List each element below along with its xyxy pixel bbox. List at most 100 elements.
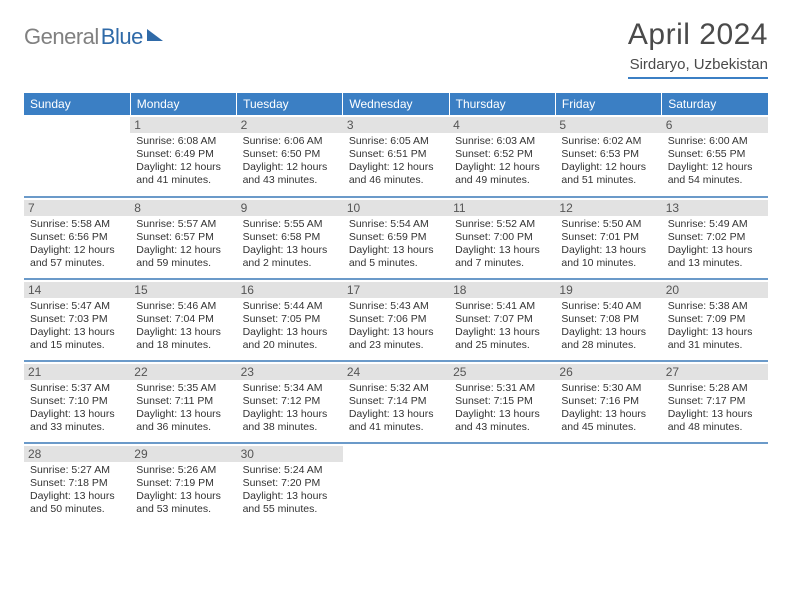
- calendar-day-cell: [662, 443, 768, 525]
- daylight-text: Daylight: 13 hours and 7 minutes.: [455, 244, 551, 270]
- day-number: 12: [555, 200, 661, 216]
- daylight-text: Daylight: 12 hours and 54 minutes.: [668, 161, 764, 187]
- sunset-text: Sunset: 6:57 PM: [136, 231, 232, 244]
- calendar-day-cell: 13Sunrise: 5:49 AMSunset: 7:02 PMDayligh…: [662, 197, 768, 279]
- day-info: Sunrise: 5:38 AMSunset: 7:09 PMDaylight:…: [668, 300, 764, 353]
- day-info: Sunrise: 6:00 AMSunset: 6:55 PMDaylight:…: [668, 135, 764, 188]
- day-number: 26: [555, 364, 661, 380]
- sunrise-text: Sunrise: 6:00 AM: [668, 135, 764, 148]
- sunrise-text: Sunrise: 5:55 AM: [243, 218, 339, 231]
- calendar-day-cell: 12Sunrise: 5:50 AMSunset: 7:01 PMDayligh…: [555, 197, 661, 279]
- daylight-text: Daylight: 13 hours and 33 minutes.: [30, 408, 126, 434]
- sunrise-text: Sunrise: 5:43 AM: [349, 300, 445, 313]
- calendar-day-cell: 5Sunrise: 6:02 AMSunset: 6:53 PMDaylight…: [555, 115, 661, 197]
- day-number: 30: [237, 446, 343, 462]
- sunset-text: Sunset: 7:07 PM: [455, 313, 551, 326]
- daylight-text: Daylight: 13 hours and 5 minutes.: [349, 244, 445, 270]
- day-number: 14: [24, 282, 130, 298]
- calendar-week-row: 28Sunrise: 5:27 AMSunset: 7:18 PMDayligh…: [24, 443, 768, 525]
- calendar-day-cell: 2Sunrise: 6:06 AMSunset: 6:50 PMDaylight…: [237, 115, 343, 197]
- daylight-text: Daylight: 13 hours and 36 minutes.: [136, 408, 232, 434]
- calendar-day-cell: 6 Sunrise: 6:00 AMSunset: 6:55 PMDaylight…: [662, 115, 768, 197]
- daylight-text: Daylight: 13 hours and 18 minutes.: [136, 326, 232, 352]
- calendar-day-cell: 29Sunrise: 5:26 AMSunset: 7:19 PMDayligh…: [130, 443, 236, 525]
- sunset-text: Sunset: 6:52 PM: [455, 148, 551, 161]
- sunset-text: Sunset: 6:59 PM: [349, 231, 445, 244]
- calendar-day-cell: 9Sunrise: 5:55 AMSunset: 6:58 PMDaylight…: [237, 197, 343, 279]
- sunrise-text: Sunrise: 5:47 AM: [30, 300, 126, 313]
- calendar-day-cell: 7Sunrise: 5:58 AMSunset: 6:56 PMDaylight…: [24, 197, 130, 279]
- calendar-week-row: 1Sunrise: 6:08 AMSunset: 6:49 PMDaylight…: [24, 115, 768, 197]
- calendar-week-row: 7Sunrise: 5:58 AMSunset: 6:56 PMDaylight…: [24, 197, 768, 279]
- weekday-header: Thursday: [449, 93, 555, 115]
- day-info: Sunrise: 5:27 AMSunset: 7:18 PMDaylight:…: [30, 464, 126, 517]
- daylight-text: Daylight: 13 hours and 45 minutes.: [561, 408, 657, 434]
- calendar-head: Sunday Monday Tuesday Wednesday Thursday…: [24, 93, 768, 115]
- day-number: 1: [130, 117, 236, 133]
- day-info: Sunrise: 5:49 AMSunset: 7:02 PMDaylight:…: [668, 218, 764, 271]
- sunset-text: Sunset: 7:18 PM: [30, 477, 126, 490]
- day-number: 10: [343, 200, 449, 216]
- daylight-text: Daylight: 12 hours and 43 minutes.: [243, 161, 339, 187]
- day-info: Sunrise: 5:24 AMSunset: 7:20 PMDaylight:…: [243, 464, 339, 517]
- sunset-text: Sunset: 7:15 PM: [455, 395, 551, 408]
- day-info: Sunrise: 5:31 AMSunset: 7:15 PMDaylight:…: [455, 382, 551, 435]
- sunrise-text: Sunrise: 5:46 AM: [136, 300, 232, 313]
- daylight-text: Daylight: 12 hours and 49 minutes.: [455, 161, 551, 187]
- sunrise-text: Sunrise: 5:37 AM: [30, 382, 126, 395]
- calendar-day-cell: 28Sunrise: 5:27 AMSunset: 7:18 PMDayligh…: [24, 443, 130, 525]
- calendar-day-cell: 3Sunrise: 6:05 AMSunset: 6:51 PMDaylight…: [343, 115, 449, 197]
- day-number: 7: [24, 200, 130, 216]
- logo: General Blue: [24, 18, 163, 50]
- triangle-icon: [147, 29, 163, 41]
- sunrise-text: Sunrise: 5:50 AM: [561, 218, 657, 231]
- day-info: Sunrise: 6:08 AMSunset: 6:49 PMDaylight:…: [136, 135, 232, 188]
- daylight-text: Daylight: 13 hours and 15 minutes.: [30, 326, 126, 352]
- sunrise-text: Sunrise: 5:30 AM: [561, 382, 657, 395]
- day-info: Sunrise: 6:05 AMSunset: 6:51 PMDaylight:…: [349, 135, 445, 188]
- sunset-text: Sunset: 7:09 PM: [668, 313, 764, 326]
- sunset-text: Sunset: 6:49 PM: [136, 148, 232, 161]
- sunrise-text: Sunrise: 5:49 AM: [668, 218, 764, 231]
- sunset-text: Sunset: 7:10 PM: [30, 395, 126, 408]
- calendar-day-cell: 16Sunrise: 5:44 AMSunset: 7:05 PMDayligh…: [237, 279, 343, 361]
- daylight-text: Daylight: 13 hours and 28 minutes.: [561, 326, 657, 352]
- day-number: 19: [555, 282, 661, 298]
- day-number: 24: [343, 364, 449, 380]
- day-number: 8: [130, 200, 236, 216]
- sunset-text: Sunset: 6:51 PM: [349, 148, 445, 161]
- day-number: 23: [237, 364, 343, 380]
- daylight-text: Daylight: 12 hours and 59 minutes.: [136, 244, 232, 270]
- calendar-day-cell: 24Sunrise: 5:32 AMSunset: 7:14 PMDayligh…: [343, 361, 449, 443]
- daylight-text: Daylight: 13 hours and 10 minutes.: [561, 244, 657, 270]
- logo-text-blue: Blue: [101, 24, 143, 50]
- sunrise-text: Sunrise: 5:38 AM: [668, 300, 764, 313]
- sunrise-text: Sunrise: 5:41 AM: [455, 300, 551, 313]
- day-info: Sunrise: 5:52 AMSunset: 7:00 PMDaylight:…: [455, 218, 551, 271]
- day-info: Sunrise: 5:43 AMSunset: 7:06 PMDaylight:…: [349, 300, 445, 353]
- weekday-header: Tuesday: [237, 93, 343, 115]
- sunrise-text: Sunrise: 5:54 AM: [349, 218, 445, 231]
- daylight-text: Daylight: 13 hours and 55 minutes.: [243, 490, 339, 516]
- day-number: 17: [343, 282, 449, 298]
- daylight-text: Daylight: 13 hours and 38 minutes.: [243, 408, 339, 434]
- calendar-day-cell: 20Sunrise: 5:38 AMSunset: 7:09 PMDayligh…: [662, 279, 768, 361]
- sunrise-text: Sunrise: 5:44 AM: [243, 300, 339, 313]
- weekday-header: Saturday: [662, 93, 768, 115]
- sunset-text: Sunset: 7:06 PM: [349, 313, 445, 326]
- sunrise-text: Sunrise: 6:03 AM: [455, 135, 551, 148]
- sunrise-text: Sunrise: 6:05 AM: [349, 135, 445, 148]
- sunset-text: Sunset: 7:00 PM: [455, 231, 551, 244]
- sunrise-text: Sunrise: 6:08 AM: [136, 135, 232, 148]
- day-info: Sunrise: 5:35 AMSunset: 7:11 PMDaylight:…: [136, 382, 232, 435]
- day-number: 6: [662, 117, 768, 133]
- daylight-text: Daylight: 13 hours and 48 minutes.: [668, 408, 764, 434]
- calendar-week-row: 14Sunrise: 5:47 AMSunset: 7:03 PMDayligh…: [24, 279, 768, 361]
- calendar-day-cell: 15Sunrise: 5:46 AMSunset: 7:04 PMDayligh…: [130, 279, 236, 361]
- sunset-text: Sunset: 7:17 PM: [668, 395, 764, 408]
- sunrise-text: Sunrise: 6:02 AM: [561, 135, 657, 148]
- calendar-week-row: 21Sunrise: 5:37 AMSunset: 7:10 PMDayligh…: [24, 361, 768, 443]
- sunset-text: Sunset: 6:55 PM: [668, 148, 764, 161]
- calendar-day-cell: 1 Sunrise: 6:08 AMSunset: 6:49 PMDaylight…: [130, 115, 236, 197]
- daylight-text: Daylight: 13 hours and 13 minutes.: [668, 244, 764, 270]
